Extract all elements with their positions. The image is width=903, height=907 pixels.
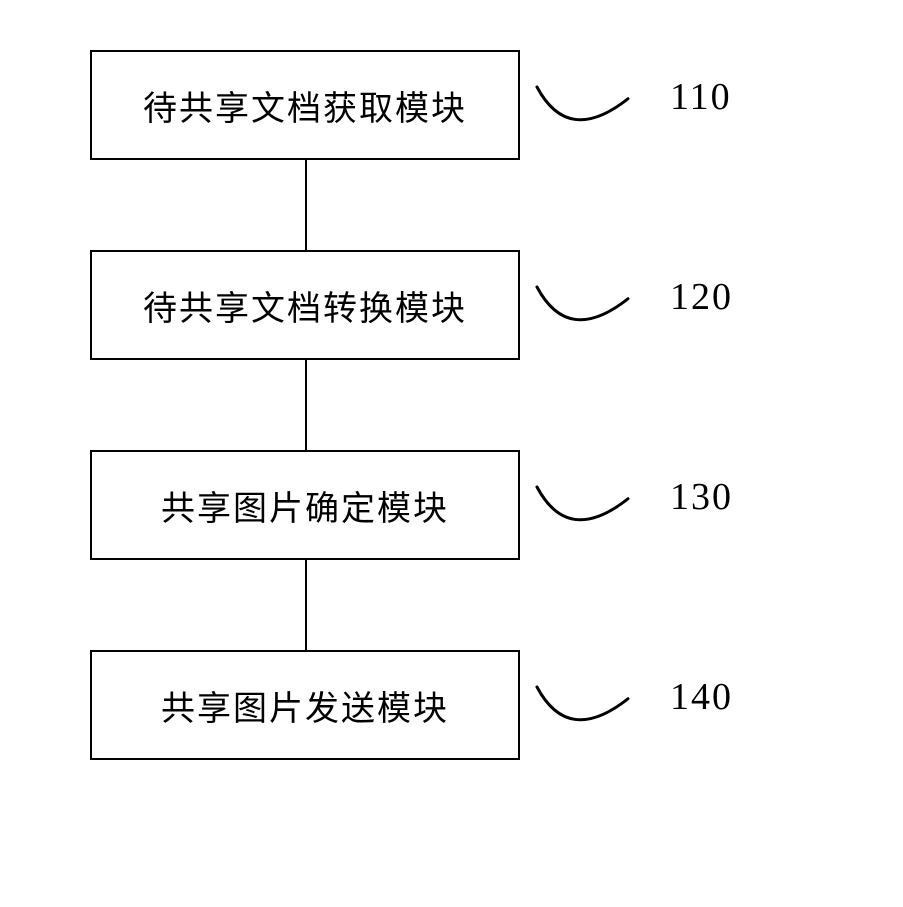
flowchart-node: 待共享文档获取模块 [90,50,520,160]
reference-arc [535,685,630,750]
node-label: 共享图片发送模块 [161,681,449,730]
node-label: 待共享文档转换模块 [143,281,467,330]
flowchart-node: 共享图片发送模块 [90,650,520,760]
reference-number: 130 [670,475,733,519]
reference-arc [535,85,630,150]
reference-number: 120 [670,275,733,319]
flowchart-connector [305,360,307,450]
flowchart-connector [305,560,307,650]
node-label: 待共享文档获取模块 [143,81,467,130]
reference-number: 140 [670,675,733,719]
node-label: 共享图片确定模块 [161,481,449,530]
reference-arc [535,485,630,550]
flowchart-connector [305,160,307,250]
reference-number: 110 [670,75,732,119]
flowchart-node: 共享图片确定模块 [90,450,520,560]
flowchart-node: 待共享文档转换模块 [90,250,520,360]
reference-arc [535,285,630,350]
